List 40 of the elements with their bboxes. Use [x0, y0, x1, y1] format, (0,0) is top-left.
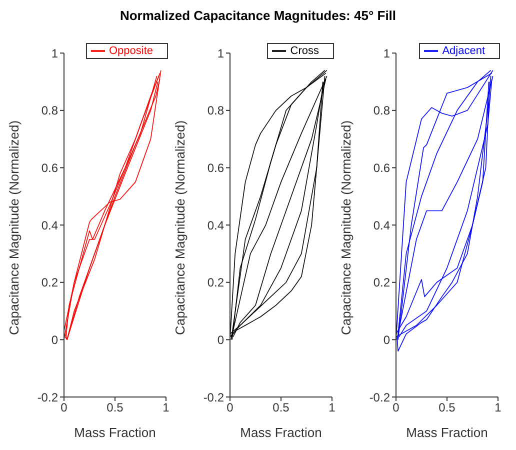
y-tick-label: 0.4: [41, 218, 58, 232]
y-tick-label: 0.8: [373, 104, 390, 118]
x-tick-label: 1: [494, 400, 502, 415]
x-axis-title: Mass Fraction: [74, 425, 156, 440]
x-tick-label: 0.5: [438, 400, 456, 415]
text: Normalized Capacitance Magnitudes: 45° Fill: [118, 8, 398, 23]
y-tick-label: 0.2: [373, 276, 390, 290]
y-tick-label: 1: [383, 46, 390, 60]
y-tick-label: 0: [51, 332, 58, 347]
y-tick-label: 0.4: [207, 218, 224, 232]
y-tick-label: 0: [217, 332, 224, 347]
y-tick-label: 0.2: [41, 276, 58, 290]
y-axis-title: Capacitance Magnitude (Normalized): [172, 120, 188, 336]
y-axis-title: Capacitance Magnitude (Normalized): [338, 120, 354, 336]
y-tick-label: 0.4: [373, 218, 390, 232]
x-tick-label: 0.5: [106, 400, 124, 415]
y-tick-label: 0.6: [207, 160, 224, 175]
y-tick-label: 0.2: [207, 276, 224, 290]
x-tick-label: 0: [60, 400, 68, 415]
legend-label: Opposite: [108, 45, 153, 57]
y-axis-title: Capacitance Magnitude (Normalized): [6, 120, 22, 336]
x-axis-title: Mass Fraction: [406, 425, 488, 440]
x-tick-label: 0: [226, 400, 234, 415]
y-tick-label: 0.6: [373, 160, 390, 175]
x-tick-label: 0.5: [272, 400, 290, 415]
legend-label: Adjacent: [442, 45, 485, 57]
x-tick-label: 0: [392, 400, 400, 415]
y-tick-label: 1: [51, 46, 58, 60]
x-tick-label: 1: [162, 400, 170, 415]
y-tick-label: 0: [383, 332, 390, 347]
y-tick-label: 0.8: [207, 104, 224, 118]
x-tick-label: 1: [328, 400, 336, 415]
y-tick-label: 0.6: [41, 160, 58, 175]
y-tick-label: -0.2: [369, 390, 390, 404]
y-tick-label: 1: [217, 46, 224, 60]
legend-label: Cross: [290, 45, 319, 57]
y-tick-label: -0.2: [203, 390, 224, 404]
y-tick-label: 0.8: [41, 104, 58, 118]
x-axis-title: Mass Fraction: [240, 425, 322, 440]
y-tick-label: -0.2: [37, 390, 58, 404]
